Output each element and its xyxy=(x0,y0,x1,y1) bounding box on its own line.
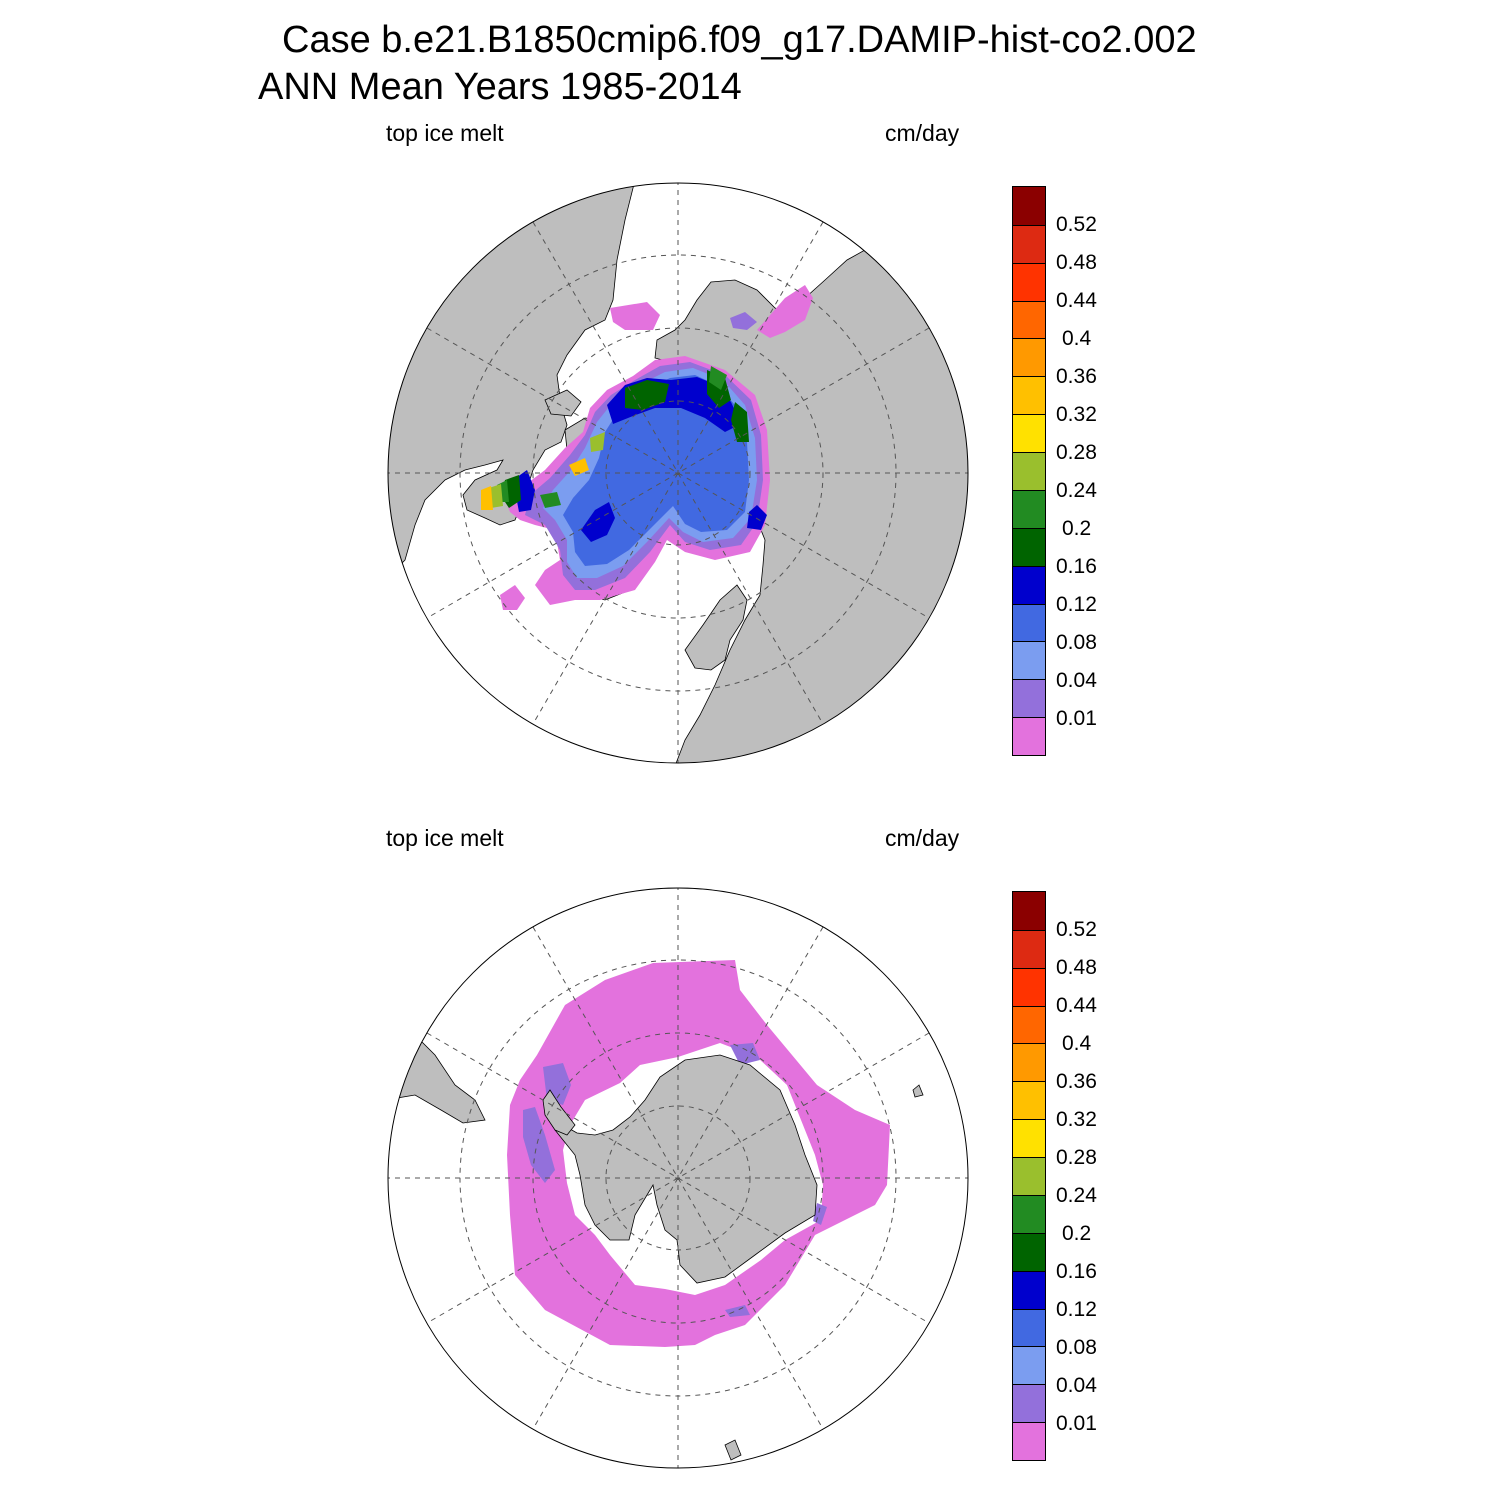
colorbar-swatch xyxy=(1013,565,1045,604)
sh-land-peninsula xyxy=(542,1089,576,1136)
colorbar-swatch xyxy=(1013,489,1045,528)
colorbar-swatch xyxy=(1013,527,1045,566)
sh-colorbar-label: 0.32 xyxy=(1056,1108,1097,1131)
nh-melt-hudson xyxy=(500,585,525,610)
colorbar-swatch xyxy=(1013,1043,1045,1082)
sh-colorbar-label: 0.04 xyxy=(1056,1374,1097,1397)
plot-title-case: Case b.e21.B1850cmip6.f09_g17.DAMIP-hist… xyxy=(282,19,1197,61)
sh-colorbar-label: 0.01 xyxy=(1056,1412,1097,1435)
nh-colorbar-label: 0.44 xyxy=(1056,289,1097,312)
sh-polar-map xyxy=(387,887,969,1469)
sh-melt-purple xyxy=(523,1043,827,1317)
colorbar-swatch xyxy=(1013,717,1045,755)
sh-colorbar-label: 0.48 xyxy=(1056,956,1097,979)
sh-land-islands xyxy=(724,1084,924,1461)
nh-map-border xyxy=(387,182,969,764)
colorbar-swatch xyxy=(1013,452,1045,490)
nh-colorbar-label: 0.48 xyxy=(1056,251,1097,274)
colorbar-swatch xyxy=(1013,1232,1045,1271)
colorbar-swatch xyxy=(1013,641,1045,680)
nh-colorbar-label: 0.04 xyxy=(1056,669,1097,692)
colorbar-swatch xyxy=(1013,1081,1045,1120)
colorbar-swatch xyxy=(1013,1194,1045,1233)
plot-title-period: ANN Mean Years 1985-2014 xyxy=(258,66,742,108)
nh-colorbar-label: 0.32 xyxy=(1056,403,1097,426)
nh-colorbar: 0.52 0.48 0.44 0.4 0.36 0.32 0.28 0.24 0… xyxy=(1012,186,1122,758)
sh-colorbar-label: 0.28 xyxy=(1056,1146,1097,1169)
colorbar-swatch xyxy=(1013,224,1045,263)
colorbar-swatch xyxy=(1013,1270,1045,1309)
sh-melt-pink xyxy=(507,960,890,1347)
colorbar-swatch xyxy=(1013,338,1045,377)
nh-colorbar-label: 0.36 xyxy=(1056,365,1097,388)
colorbar-swatch xyxy=(1013,414,1045,453)
nh-polar-map xyxy=(387,182,969,764)
sh-land-antarctica xyxy=(554,1054,818,1284)
nh-colorbar-label: 0.08 xyxy=(1056,631,1097,654)
colorbar-swatch xyxy=(1013,1422,1045,1460)
sh-colorbar: 0.52 0.48 0.44 0.4 0.36 0.32 0.28 0.24 0… xyxy=(1012,891,1122,1463)
nh-colorbar-label: 0.16 xyxy=(1056,555,1097,578)
colorbar-swatch xyxy=(1013,1346,1045,1385)
nh-colorbar-label: 0.01 xyxy=(1056,707,1097,730)
sh-colorbar-label: 0.24 xyxy=(1056,1184,1097,1207)
nh-melt-yellow xyxy=(481,458,589,510)
nh-melt-pacific-purple xyxy=(730,312,757,330)
nh-variable-label: top ice melt xyxy=(386,120,504,146)
nh-units-label: cm/day xyxy=(885,120,960,146)
sh-colorbar-label: 0.36 xyxy=(1056,1070,1097,1093)
nh-land-scandinavia xyxy=(684,584,748,671)
sh-colorbar-label: 0.12 xyxy=(1056,1298,1097,1321)
colorbar-swatch xyxy=(1013,603,1045,642)
colorbar-swatch xyxy=(1013,300,1045,339)
sh-colorbar-label: 0.16 xyxy=(1056,1260,1097,1283)
colorbar-swatch xyxy=(1013,679,1045,718)
nh-melt-olive xyxy=(489,432,605,508)
sh-colorbar-label: 0.52 xyxy=(1056,918,1097,941)
sh-colorbar-label: 0.08 xyxy=(1056,1336,1097,1359)
nh-melt-pacific xyxy=(610,285,813,338)
nh-colorbar-label: 0.28 xyxy=(1056,441,1097,464)
colorbar-swatch xyxy=(1013,892,1045,930)
nh-colorbar-swatches xyxy=(1012,186,1046,756)
colorbar-swatch xyxy=(1013,1308,1045,1347)
nh-colorbar-label: 0.2 xyxy=(1062,517,1092,540)
nh-melt-blue xyxy=(513,377,767,542)
nh-colorbar-label: 0.4 xyxy=(1062,327,1092,350)
sh-colorbar-swatches xyxy=(1012,891,1046,1461)
nh-colorbar-label: 0.12 xyxy=(1056,593,1097,616)
sh-graticule xyxy=(388,888,968,1468)
nh-graticule xyxy=(388,183,968,763)
colorbar-swatch xyxy=(1013,1157,1045,1195)
colorbar-swatch xyxy=(1013,1384,1045,1423)
nh-colorbar-label: 0.24 xyxy=(1056,479,1097,502)
colorbar-swatch xyxy=(1013,376,1045,415)
colorbar-swatch xyxy=(1013,929,1045,968)
colorbar-swatch xyxy=(1013,1005,1045,1044)
sh-colorbar-label: 0.2 xyxy=(1062,1222,1092,1245)
colorbar-swatch xyxy=(1013,187,1045,225)
nh-colorbar-label: 0.52 xyxy=(1056,213,1097,236)
sh-units-label: cm/day xyxy=(885,825,960,851)
colorbar-swatch xyxy=(1013,262,1045,301)
sh-colorbar-label: 0.4 xyxy=(1062,1032,1092,1055)
sh-variable-label: top ice melt xyxy=(386,825,504,851)
nh-melt-darkgreen xyxy=(501,370,749,508)
colorbar-swatch xyxy=(1013,1119,1045,1158)
sh-colorbar-label: 0.44 xyxy=(1056,994,1097,1017)
sh-map-border xyxy=(387,887,969,1469)
colorbar-swatch xyxy=(1013,967,1045,1006)
